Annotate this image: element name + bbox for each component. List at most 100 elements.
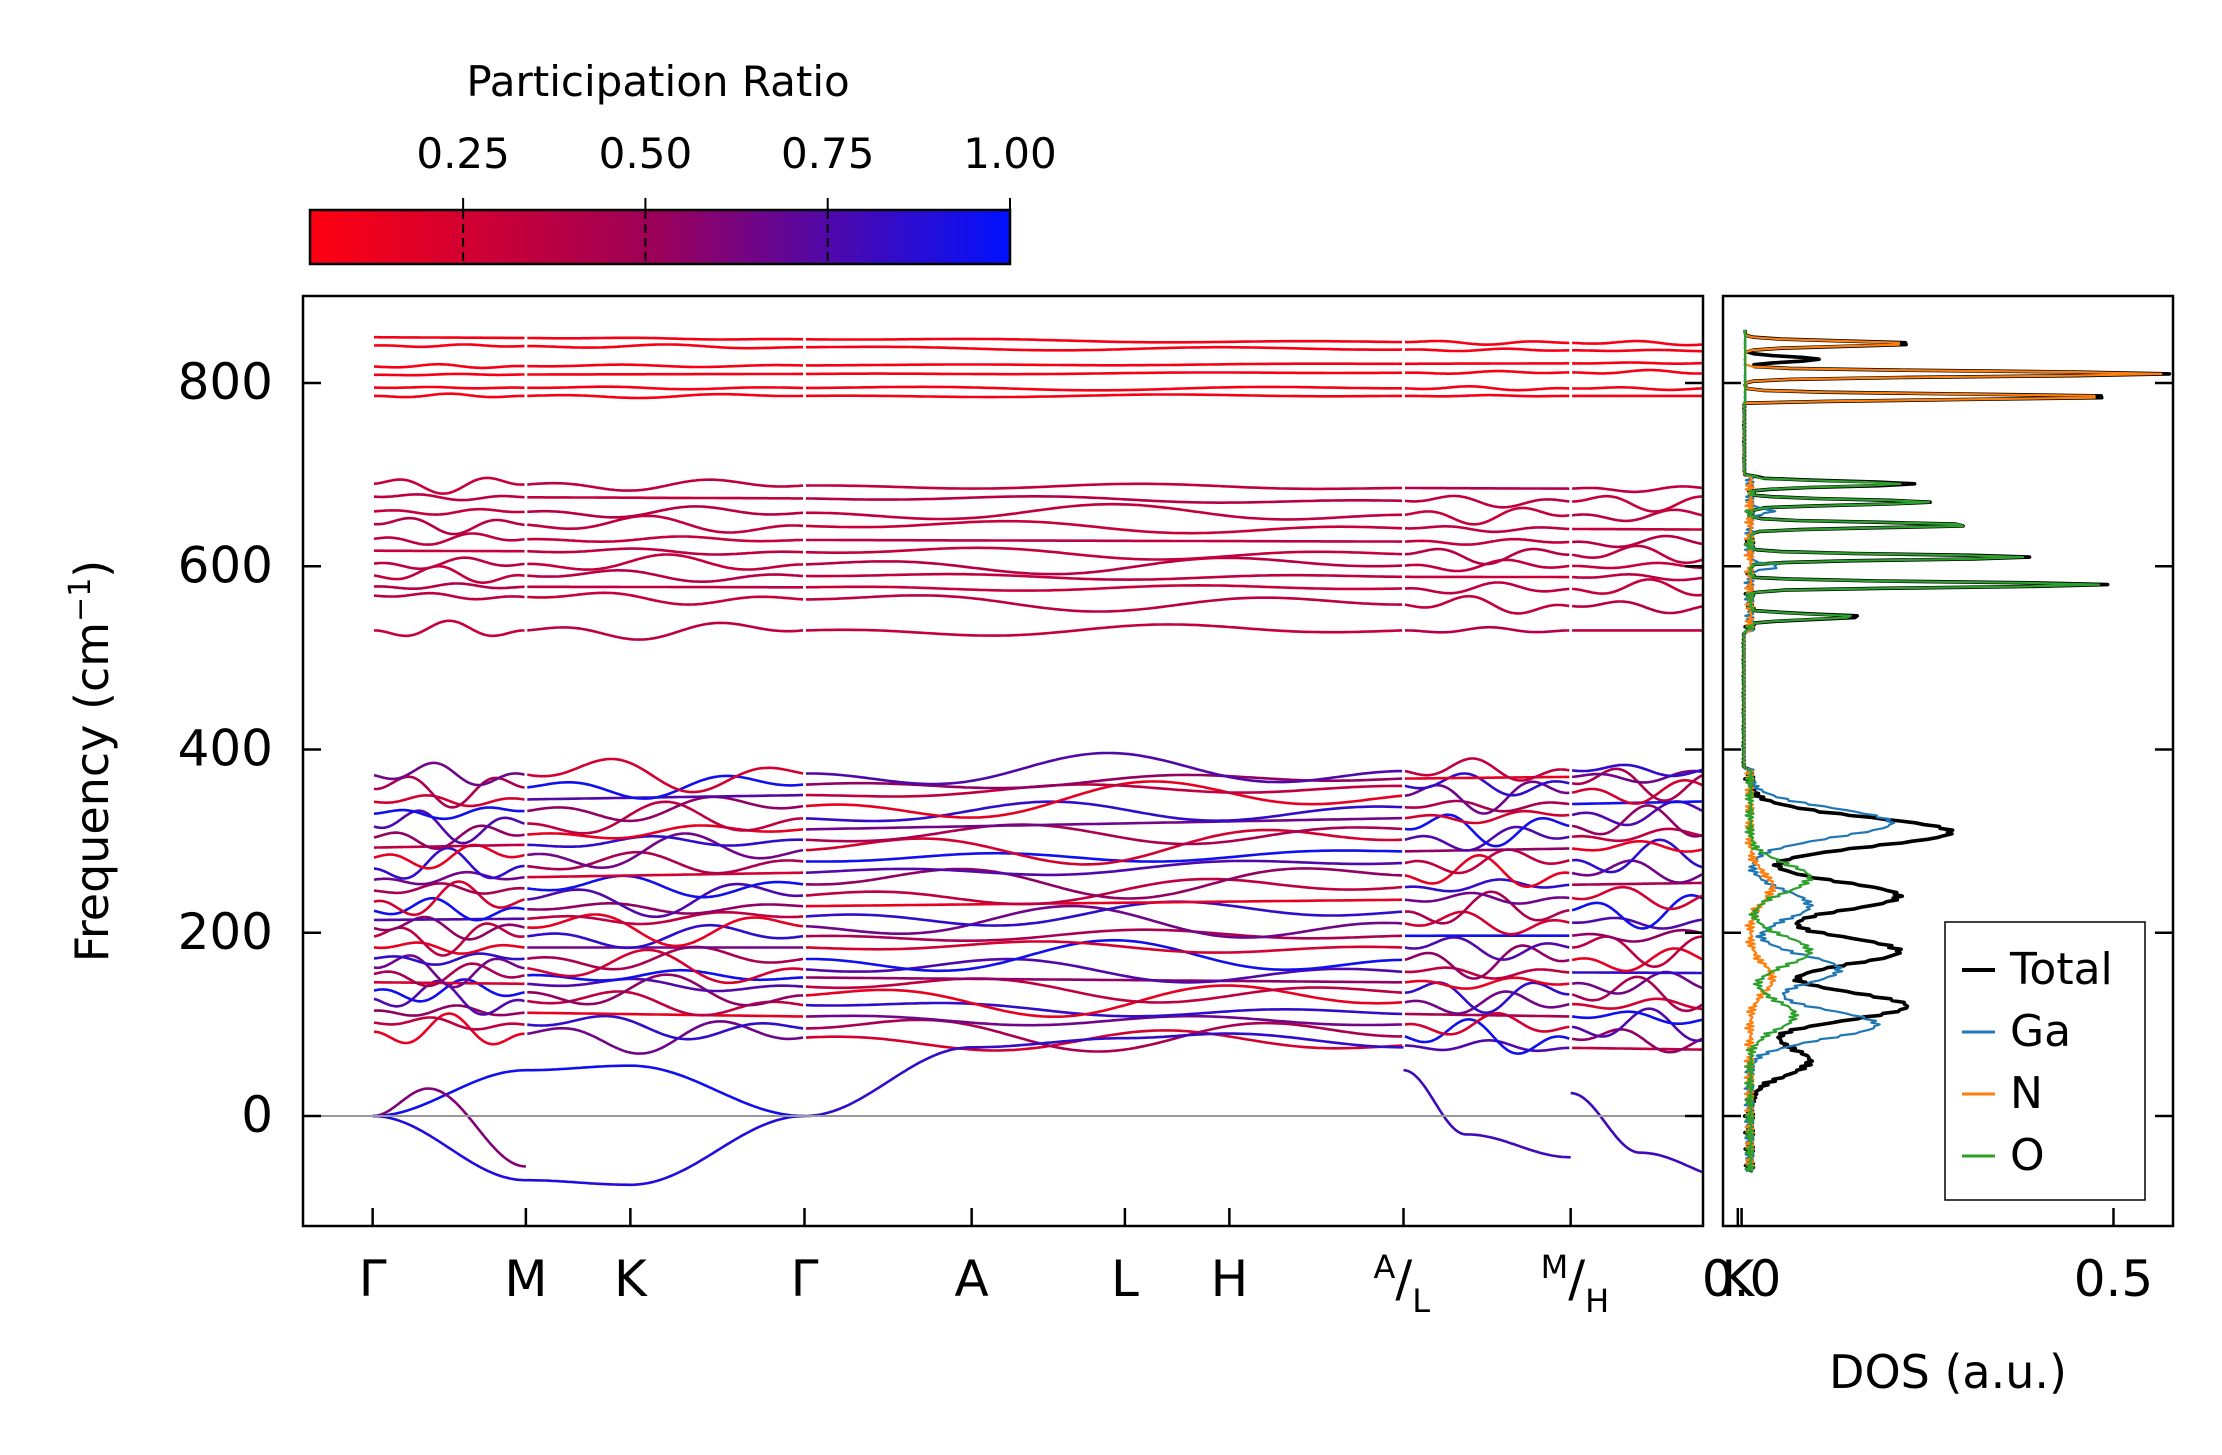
band-line-low — [1572, 840, 1703, 853]
band-line-low — [373, 915, 525, 941]
band-line-low — [527, 968, 804, 982]
dos-legend: Total Ga NO — [1944, 921, 2146, 1201]
band-line-low — [373, 1004, 525, 1017]
y-tick-label: 600 — [178, 536, 273, 594]
band-line-low — [373, 809, 525, 845]
band-line-low — [1404, 936, 1570, 961]
band-line-low — [527, 913, 804, 948]
band-line-low — [1572, 769, 1703, 784]
band-line-mid — [1404, 594, 1570, 615]
band-line-mid — [1404, 625, 1570, 634]
band-line-low — [805, 976, 1403, 984]
band-line-low — [1404, 878, 1570, 893]
band-line-low — [1404, 813, 1570, 848]
band-line-low — [373, 794, 525, 808]
band-line-low — [1404, 809, 1570, 825]
band-line-mid — [373, 591, 525, 601]
dos-line-o — [1742, 329, 2101, 1173]
band-line-mid — [1572, 508, 1703, 523]
band-line-low — [805, 800, 1403, 823]
band-line-mid — [374, 493, 525, 502]
band-line-mid — [1572, 561, 1703, 570]
band-line-low — [1404, 847, 1570, 853]
band-line-low — [374, 981, 525, 986]
band-line-low — [527, 824, 804, 840]
band-line-low — [527, 977, 804, 993]
band-line-mid — [527, 621, 804, 641]
band-line-mid — [373, 619, 525, 638]
acoustic-branch — [804, 1032, 1404, 1118]
band-line-low — [1572, 971, 1703, 975]
x-tick-label: H — [1211, 1250, 1249, 1308]
band-line-low — [527, 882, 804, 919]
band-line-low — [1572, 881, 1703, 887]
band-line-low — [373, 806, 525, 821]
band-line-mid — [1571, 544, 1703, 565]
band-line-mid — [373, 476, 525, 495]
band-line-low — [374, 917, 525, 922]
band-line-mid — [373, 532, 525, 546]
band-line-low — [1571, 975, 1703, 1013]
band-line-low — [1571, 827, 1703, 843]
band-line-high — [805, 385, 1403, 392]
band-line-mid — [527, 514, 804, 534]
band-line-low — [1571, 885, 1703, 911]
band-line-mid — [1404, 525, 1570, 534]
y-axis-label-tail: ) — [65, 560, 119, 578]
band-line-low — [1571, 928, 1703, 943]
band-line-high — [527, 343, 804, 350]
band-line-mid — [1572, 578, 1703, 597]
band-line-mid — [1572, 485, 1703, 494]
band-line-low — [805, 1014, 1403, 1027]
band-line-mid — [373, 556, 525, 571]
band-line-low — [1404, 890, 1570, 925]
band-line-low — [527, 832, 804, 869]
band-line-low — [805, 849, 1403, 863]
band-line-high — [1572, 386, 1703, 392]
band-line-high — [374, 392, 525, 399]
band-line-low — [1404, 981, 1570, 1014]
x-tick-label: A/L — [1373, 1248, 1430, 1320]
band-line-low — [1404, 825, 1570, 852]
band-line-mid — [527, 535, 804, 543]
band-line-low — [805, 928, 1403, 942]
band-line-high — [374, 372, 525, 377]
band-line-low — [1572, 763, 1703, 778]
x-tick-label: A — [955, 1250, 989, 1308]
band-line-low — [374, 843, 525, 849]
band-line-low — [374, 1012, 525, 1046]
band-line-low — [1571, 838, 1703, 874]
band-line-low — [1404, 1039, 1570, 1053]
band-line-high — [527, 392, 804, 400]
dos-x-axis-label: DOS (a.u.) — [1829, 1345, 2067, 1399]
band-line-mid — [805, 623, 1403, 637]
dos-line-ga — [1742, 329, 1896, 1173]
band-line-high — [1404, 339, 1570, 346]
band-line-high — [527, 363, 804, 369]
x-tick-label: M — [504, 1250, 547, 1308]
band-line-mid — [805, 495, 1403, 504]
band-line-low — [527, 800, 804, 835]
band-line-low — [1571, 947, 1703, 973]
y-tick-label: 200 — [178, 903, 273, 961]
band-line-mid — [1404, 537, 1570, 546]
dos-plot-frame — [1721, 294, 2175, 1228]
x-tick-label-slash: / — [1395, 1250, 1412, 1308]
band-line-low — [805, 823, 1403, 846]
band-line-low — [1404, 775, 1570, 780]
band-line-low — [373, 952, 525, 966]
band-line-mid — [1572, 494, 1703, 513]
acoustic-branch — [372, 1114, 805, 1187]
band-line-low — [527, 793, 804, 801]
band-line-mid — [805, 519, 1403, 535]
band-line-low — [527, 850, 804, 875]
band-line-high — [1404, 347, 1570, 353]
band-line-low — [1404, 1018, 1570, 1055]
dos-x-tick-label: 0.0 — [1702, 1250, 1782, 1308]
x-tick-label-sub: L — [1412, 1282, 1430, 1320]
band-line-low — [527, 757, 804, 794]
band-line-low — [374, 882, 525, 895]
band-line-mid — [1572, 573, 1703, 582]
band-line-mid — [1572, 600, 1703, 615]
band-line-low — [527, 1014, 804, 1041]
